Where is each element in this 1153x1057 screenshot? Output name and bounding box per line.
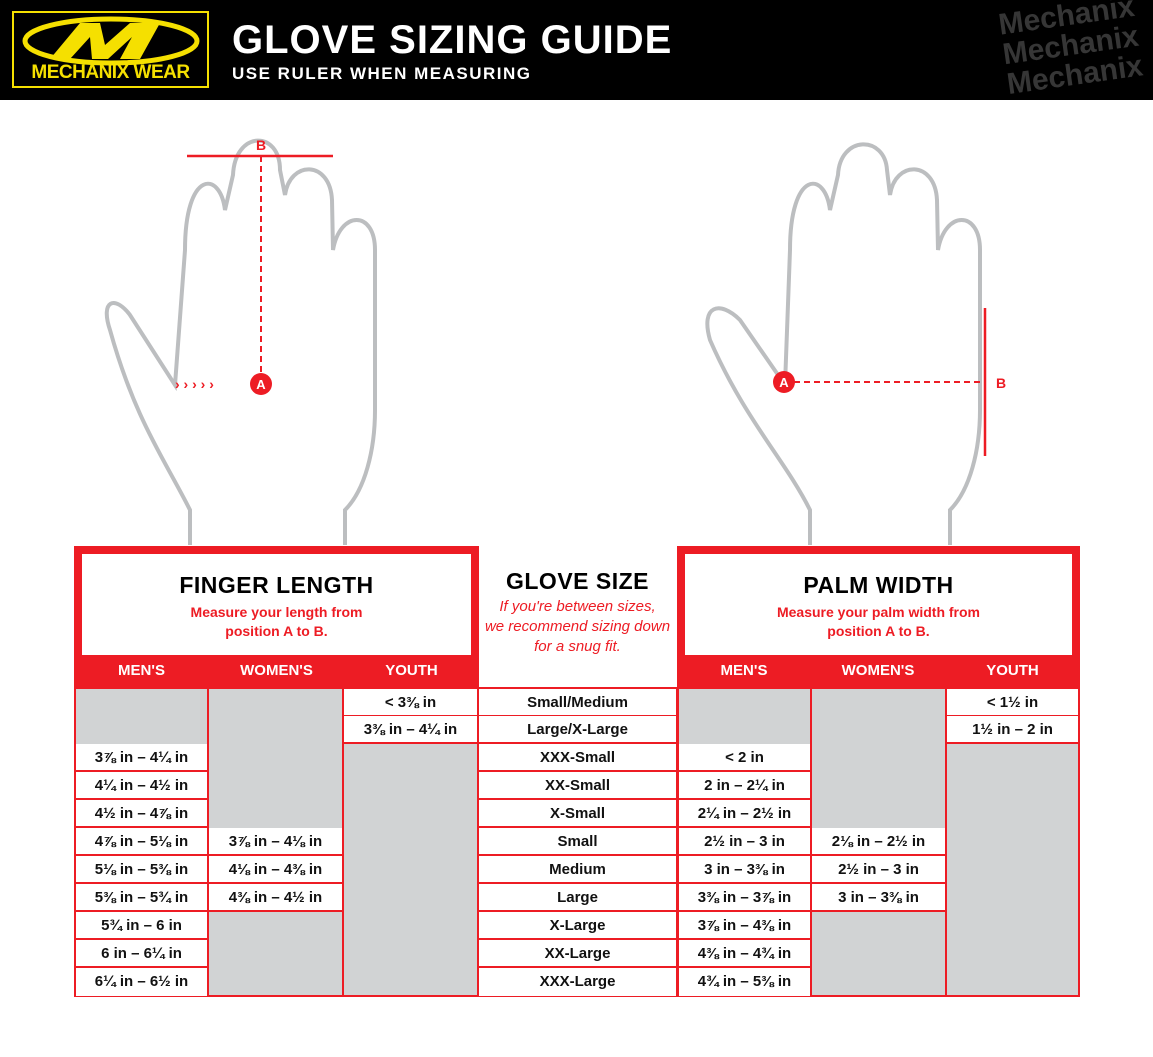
page-title: GLOVE SIZING GUIDE (232, 18, 673, 62)
finger-col-womens: WOMEN'S (240, 662, 313, 679)
table-cell: 1½ in – 2 in (947, 716, 1078, 744)
table-cell: X-Large (479, 912, 676, 940)
palm-womens-column: 2⅛ in – 2½ in 2½ in – 3 in 3 in – 3⅜ in (810, 687, 947, 997)
table-cell: Small (479, 828, 676, 856)
finger-womens-column: 3⅞ in – 4⅛ in 4⅛ in – 4⅜ in 4⅜ in – 4½ in (207, 687, 344, 997)
glove-size-header: GLOVE SIZE If you're between sizes, we re… (478, 560, 677, 657)
table-cell: 3⅜ in – 4¼ in (344, 716, 477, 744)
table-cell: 6 in – 6¼ in (76, 940, 207, 968)
svg-text:A: A (779, 375, 789, 390)
table-cell: 5⅜ in – 5¾ in (76, 884, 207, 912)
finger-length-desc: Measure your length from position A to B. (190, 604, 363, 639)
table-cell: XX-Small (479, 772, 676, 800)
svg-text:B: B (996, 375, 1006, 391)
table-cell: 4⅛ in – 4⅜ in (209, 856, 342, 884)
finger-length-title: FINGER LENGTH (179, 572, 374, 598)
hand-palm-diagram: A B (705, 142, 1006, 545)
table-cell: 2 in – 2¼ in (679, 772, 810, 800)
palm-youth-column: < 1½ in 1½ in – 2 in (945, 687, 1080, 997)
palm-col-womens: WOMEN'S (841, 662, 915, 679)
table-cell: X-Small (479, 800, 676, 828)
header-bar: MECHANIX WEAR GLOVE SIZING GUIDE USE RUL… (0, 0, 1153, 101)
finger-col-youth: YOUTH (385, 662, 438, 679)
svg-text:A: A (256, 377, 266, 392)
m-logo-icon (22, 16, 200, 66)
table-cell: 4⅞ in – 5⅛ in (76, 828, 207, 856)
table-cell: 4½ in – 4⅞ in (76, 800, 207, 828)
mechanix-logo: MECHANIX WEAR (12, 11, 209, 88)
palm-width-desc: Measure your palm width from position A t… (776, 604, 981, 639)
palm-width-title: PALM WIDTH (803, 572, 954, 598)
watermark: Mechanix Mechanix Mechanix (996, 0, 1145, 102)
table-cell: 2⅛ in – 2½ in (812, 828, 945, 856)
table-cell: 2½ in – 3 in (812, 856, 945, 884)
table-cell: 4¼ in – 4½ in (76, 772, 207, 800)
table-cell: 5¾ in – 6 in (76, 912, 207, 940)
table-cell: 2¼ in – 2½ in (679, 800, 810, 828)
finger-youth-column: < 3⅜ in 3⅜ in – 4¼ in (342, 687, 479, 997)
table-cell: 3⅞ in – 4¼ in (76, 744, 207, 772)
table-cell: Large/X-Large (479, 716, 676, 744)
table-cell: Medium (479, 856, 676, 884)
table-cell: 3⅞ in – 4⅜ in (679, 912, 810, 940)
table-cell: Small/Medium (479, 689, 676, 717)
palm-width-panel: PALM WIDTH Measure your palm width from p… (677, 546, 1080, 687)
table-cell: < 3⅜ in (344, 689, 477, 717)
page-subtitle: USE RULER WHEN MEASURING (232, 64, 532, 83)
table-cell: < 1½ in (947, 689, 1078, 717)
table-cell: 3 in – 3⅜ in (812, 884, 945, 912)
palm-col-youth: YOUTH (986, 662, 1039, 679)
table-cell: < 2 in (679, 744, 810, 772)
table-cell: XX-Large (479, 940, 676, 968)
table-cell: XXX-Large (479, 968, 676, 996)
table-cell: XXX-Small (479, 744, 676, 772)
table-cell: 2½ in – 3 in (679, 828, 810, 856)
table-cell: 3⅞ in – 4⅛ in (209, 828, 342, 856)
finger-mens-column: 3⅞ in – 4¼ in 4¼ in – 4½ in 4½ in – 4⅞ in 4… (74, 687, 209, 997)
glove-size-column: Small/Medium Large/X-Large XXX-Small XX-Sma… (477, 687, 678, 997)
glove-size-note: If you're between sizes, we recommend siz… (484, 598, 671, 655)
table-cell: Large (479, 884, 676, 912)
table-cell: 4⅜ in – 4½ in (209, 884, 342, 912)
palm-mens-column: < 2 in 2 in – 2¼ in 2¼ in – 2½ in 2½ in – 3… (677, 687, 812, 997)
finger-length-panel: FINGER LENGTH Measure your length from po… (74, 546, 479, 687)
palm-col-mens: MEN'S (720, 662, 768, 679)
table-cell: 4⅜ in – 4¾ in (679, 940, 810, 968)
table-cell: 5⅛ in – 5⅜ in (76, 856, 207, 884)
svg-text:› › › › ›: › › › › › (175, 376, 214, 392)
table-cell: 4¾ in – 5⅜ in (679, 968, 810, 996)
svg-text:B: B (256, 137, 266, 153)
table-cell: 3 in – 3⅜ in (679, 856, 810, 884)
finger-col-mens: MEN'S (118, 662, 165, 679)
table-cell: 6¼ in – 6½ in (76, 968, 207, 996)
table-cell: 3⅜ in – 3⅞ in (679, 884, 810, 912)
glove-size-title: GLOVE SIZE (505, 568, 650, 594)
logo-text: MECHANIX WEAR (31, 62, 190, 83)
hand-finger-diagram: › › › › › A B (104, 137, 377, 545)
